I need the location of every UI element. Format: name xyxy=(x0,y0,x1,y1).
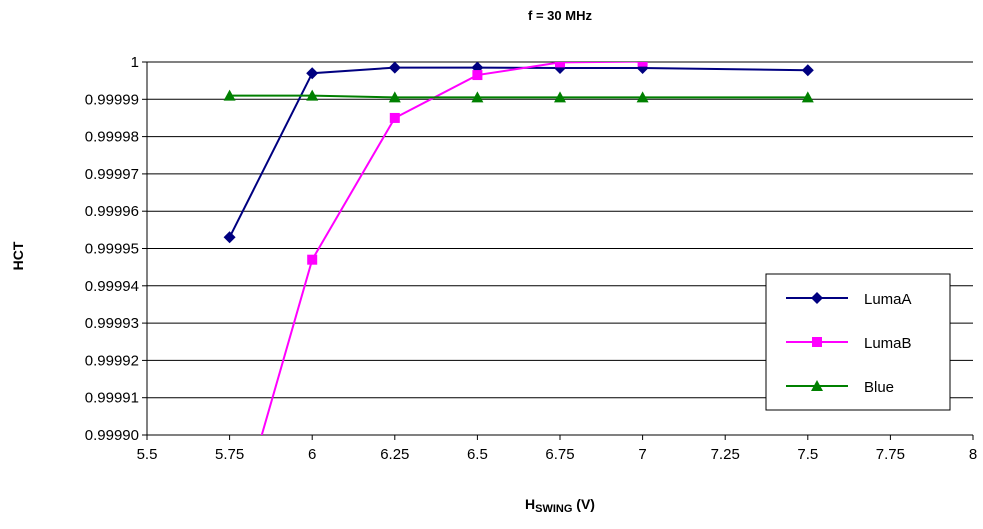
data-point-lumaa xyxy=(388,62,401,74)
x-tick-label: 7 xyxy=(638,446,646,463)
data-point-lumab xyxy=(555,62,565,68)
x-axis-label-subscript: SWING xyxy=(535,503,572,515)
data-point-lumaa xyxy=(223,231,236,244)
data-point-blue xyxy=(306,89,319,101)
data-point-lumaa xyxy=(306,67,319,80)
y-tick-label: 0.99997 xyxy=(85,166,139,183)
x-tick-label: 5.5 xyxy=(137,446,158,463)
data-point-lumaa xyxy=(471,62,484,74)
y-tick-label: 0.99990 xyxy=(85,427,139,444)
series-lumaa xyxy=(223,62,814,244)
x-tick-label: 6 xyxy=(308,446,316,463)
y-tick-label: 0.99998 xyxy=(85,129,139,146)
x-tick-label: 7.5 xyxy=(797,446,818,463)
data-point-blue xyxy=(801,91,814,103)
series-lumab xyxy=(260,62,648,435)
data-point-blue xyxy=(554,91,566,103)
y-tick-label: 0.99992 xyxy=(85,352,139,369)
data-point-lumaa xyxy=(801,64,814,77)
series-blue xyxy=(223,89,814,103)
data-point-blue xyxy=(388,91,401,103)
y-tick-label: 0.99991 xyxy=(85,390,139,407)
x-tick-label: 7.25 xyxy=(711,446,740,463)
data-point-blue xyxy=(223,89,236,101)
legend-marker-lumaa xyxy=(811,292,823,304)
data-point-lumab xyxy=(637,62,648,67)
x-tick-label: 6.75 xyxy=(545,446,574,463)
data-point-blue xyxy=(471,91,484,103)
grid xyxy=(147,61,973,436)
x-tick-label: 7.75 xyxy=(876,446,905,463)
legend-marker-lumab xyxy=(812,337,822,347)
y-tick-label: 0.99999 xyxy=(85,91,139,108)
y-tick-labels: 0.99990 0.99991 0.99992 0.99993 0.99994 0.999… xyxy=(85,54,139,444)
series-group xyxy=(223,62,814,435)
legend: LumaA LumaB Blue xyxy=(765,273,951,411)
data-point-lumab xyxy=(389,112,400,123)
axes xyxy=(142,61,974,440)
data-point-lumab xyxy=(307,254,318,265)
x-tick-label: 8 xyxy=(969,446,977,463)
y-axis-label: HCT xyxy=(10,241,26,270)
y-tick-label: 1 xyxy=(131,54,139,71)
series-line-lumab xyxy=(260,62,643,435)
series-line-lumaa xyxy=(228,66,808,238)
chart-title: f = 30 MHz xyxy=(528,8,592,23)
legend-marker-blue xyxy=(811,380,823,391)
legend-label-lumaa: LumaA xyxy=(864,291,912,308)
y-tick-label: 0.99993 xyxy=(85,315,139,332)
x-tick-label: 5.75 xyxy=(215,446,244,463)
legend-label-lumab: LumaB xyxy=(864,335,912,352)
x-axis-label-unit: (V) xyxy=(572,496,595,512)
x-axis-label-main: H xyxy=(525,496,535,512)
data-point-lumab xyxy=(472,70,483,81)
y-tick-label: 0.99996 xyxy=(85,203,139,220)
x-axis-label: HSWING (V) xyxy=(525,496,595,515)
y-tick-label: 0.99995 xyxy=(85,241,139,258)
data-point-blue xyxy=(636,91,649,103)
legend-label-blue: Blue xyxy=(864,379,894,396)
x-tick-label: 6.5 xyxy=(467,446,488,463)
x-tick-label: 6.25 xyxy=(380,446,409,463)
x-tick-labels: 5.5 5.75 6 6.25 6.5 6.75 7 7.25 7.5 7.75 8 xyxy=(137,446,978,463)
y-tick-label: 0.99994 xyxy=(85,278,139,295)
